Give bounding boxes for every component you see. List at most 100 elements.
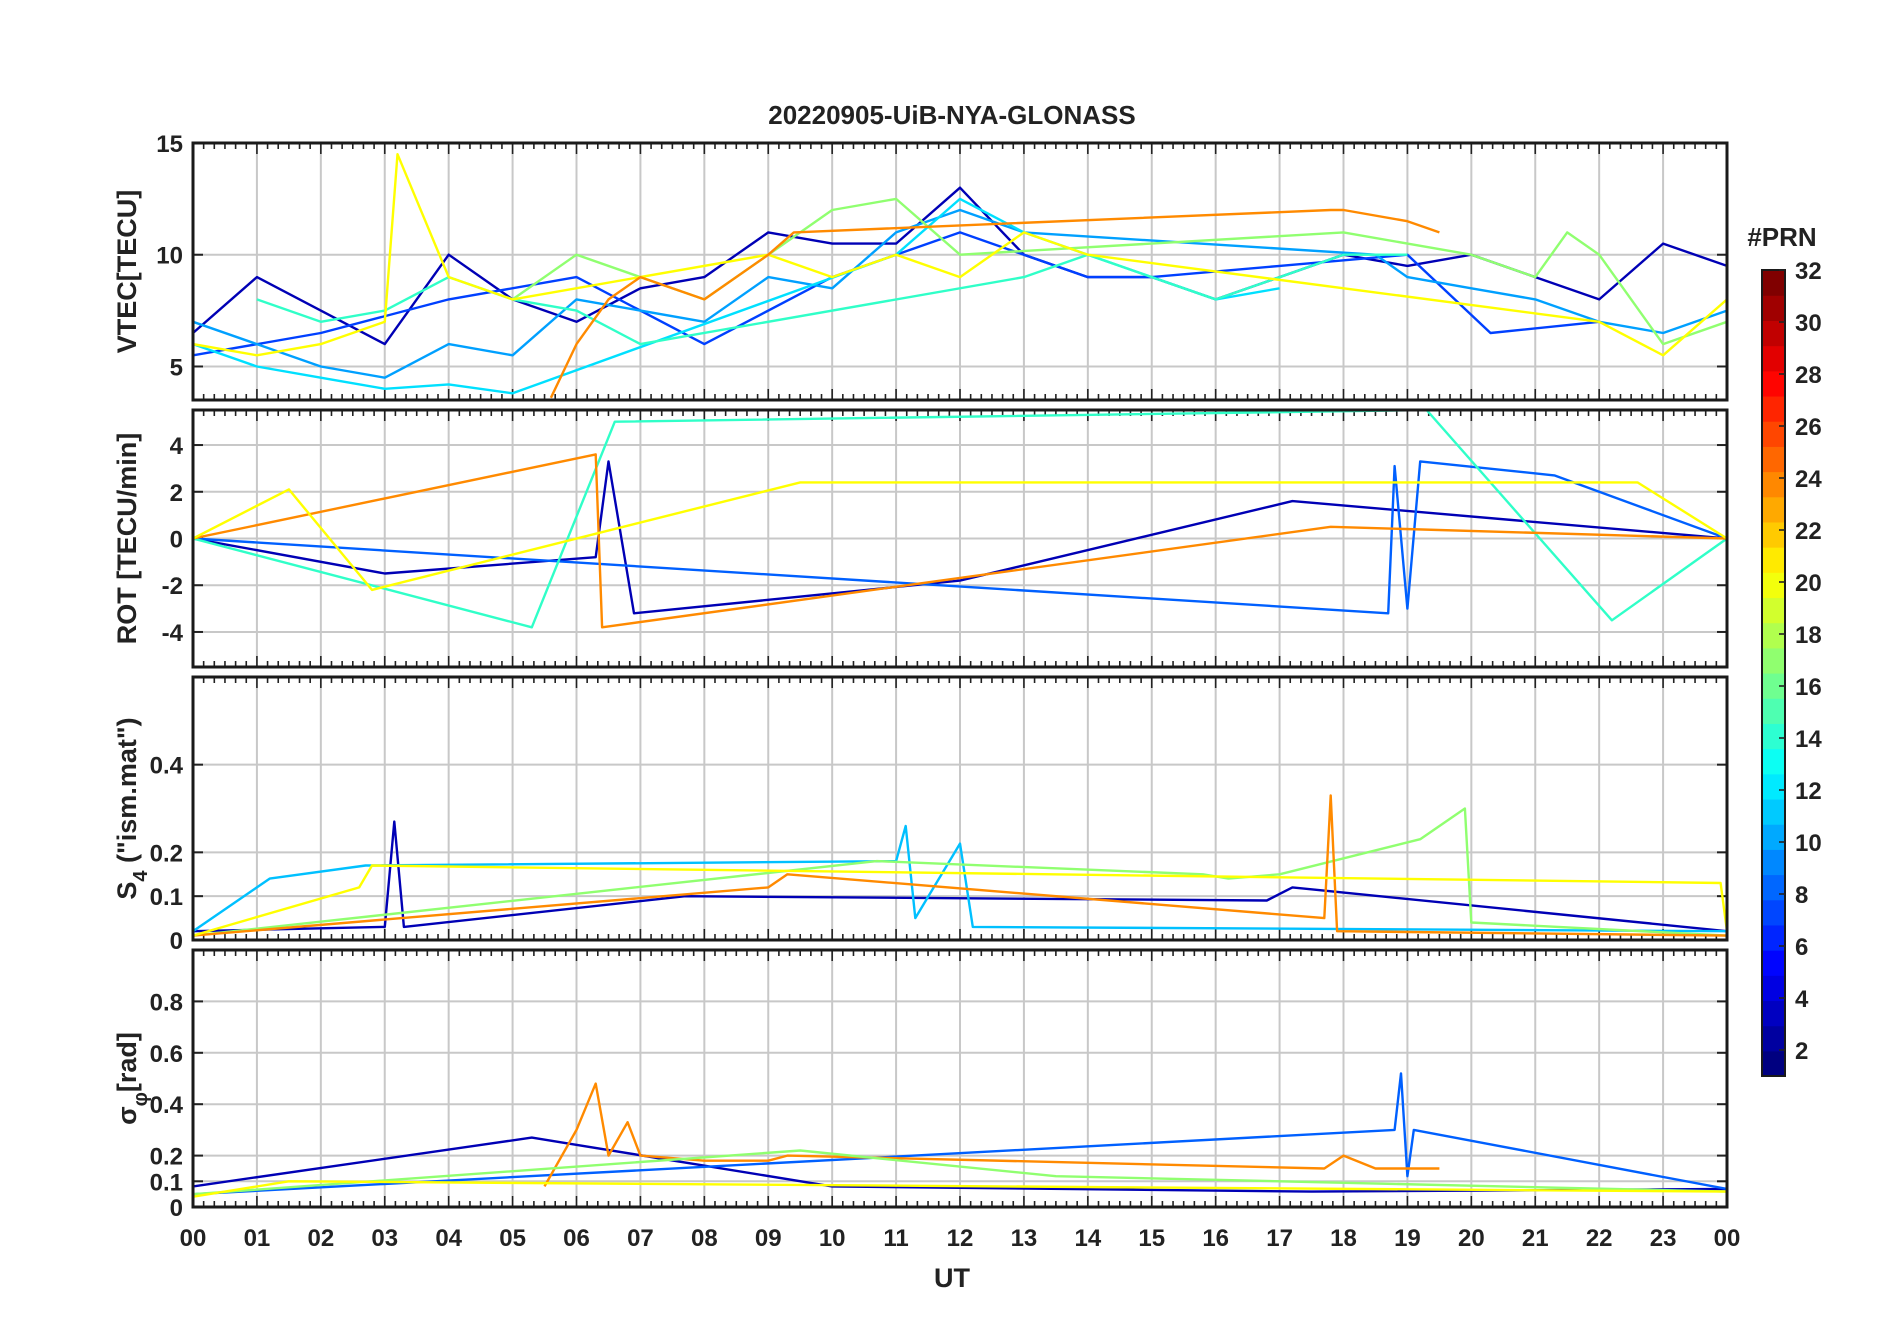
x-tick-label: 00: [180, 1225, 207, 1252]
colorbar-tick-label: 8: [1795, 882, 1808, 909]
y-label-subscript: 4: [130, 870, 152, 882]
x-tick-label: 13: [1011, 1225, 1038, 1252]
panel-frame: [191, 141, 1729, 402]
x-tick-label: 22: [1586, 1225, 1613, 1252]
x-axis-label: UT: [934, 1263, 970, 1293]
y-tick-label: 0: [170, 527, 183, 554]
y-tick-label: 15: [156, 131, 183, 158]
x-tick-label: 00: [1714, 1225, 1741, 1252]
x-tick-label: 09: [755, 1225, 782, 1252]
y-tick-label: 0.4: [150, 753, 184, 780]
y-axis-label: ROT [TECU/min]: [112, 433, 142, 644]
colorbar-cell: [1762, 521, 1785, 548]
panel-frame: [191, 948, 1729, 1209]
x-tick-label: 16: [1202, 1225, 1229, 1252]
x-axis: 00 01 02 03 04 05 06 07 08 09 10 11 12 13 14 15 16 17 18 19…: [180, 1225, 1741, 1252]
series-prn-11: [193, 824, 1727, 933]
colorbar-cell: [1762, 824, 1785, 850]
x-tick-label: 20: [1458, 1225, 1485, 1252]
colorbar-cell: [1762, 395, 1785, 422]
series-prn-8: [193, 460, 1727, 615]
colorbar-tick-label: 28: [1795, 362, 1822, 389]
y-tick-label: 0.4: [150, 1092, 184, 1119]
y-label-tail: ("ism.mat"): [112, 717, 142, 870]
series-prn-2: [193, 460, 1727, 615]
series-prn-23: [193, 453, 1727, 629]
colorbar-cell: [1762, 295, 1785, 321]
colorbar-cell: [1762, 698, 1785, 724]
colorbar-tick-label: 22: [1795, 518, 1822, 545]
colorbar-tick-label: 2: [1795, 1038, 1808, 1065]
colorbar-tick-label: 4: [1795, 986, 1809, 1013]
y-tick-label: 5: [170, 354, 183, 381]
colorbar-tick-label: 12: [1795, 778, 1822, 805]
y-tick-label: 0.1: [150, 1169, 183, 1196]
y-tick-label: 10: [156, 243, 183, 270]
x-tick-label: 04: [435, 1225, 462, 1252]
x-tick-label: 12: [947, 1225, 974, 1252]
y-label-main: σ: [112, 1106, 142, 1124]
colorbar-cell: [1762, 899, 1785, 926]
x-tick-label: 21: [1522, 1225, 1549, 1252]
series-prn-2: [193, 820, 1727, 933]
series-prn-8: [193, 1072, 1727, 1196]
y-axis-label: VTEC[TECU]: [112, 190, 142, 354]
y-tick-label: 0.6: [150, 1041, 183, 1068]
colorbar-cell: [1762, 345, 1785, 372]
y-tick-label: 4: [170, 433, 184, 460]
panel-rot: -4 -2 0 2 4 ROT [TECU/min]: [112, 408, 1729, 669]
chart-title: 20220905-UiB-NYA-GLONASS: [768, 100, 1136, 130]
x-tick-label: 19: [1394, 1225, 1421, 1252]
series-prn-20: [193, 1180, 1727, 1198]
colorbar-frame: [1761, 269, 1786, 1077]
series-prn-15: [193, 410, 1727, 629]
series-group: [193, 1072, 1727, 1198]
series-group: [193, 794, 1727, 937]
colorbar-tick-label: 24: [1795, 466, 1822, 493]
x-tick-label: 05: [499, 1225, 526, 1252]
y-tick-label: -4: [162, 620, 184, 647]
colorbar-title: #PRN: [1747, 222, 1816, 252]
x-tick-label: 10: [819, 1225, 846, 1252]
colorbar-cell: [1762, 748, 1785, 775]
y-tick-label: 2: [170, 480, 183, 507]
series-prn-17: [193, 1149, 1727, 1196]
colorbar-cell: [1762, 798, 1785, 825]
colorbar-cell: [1762, 1000, 1785, 1027]
panel-sigma_phi: 00.10.2 0.4 0.6 0.8 σφ[rad]: [112, 948, 1729, 1222]
colorbar-tick-label: 20: [1795, 570, 1822, 597]
colorbar-tick-label: 26: [1795, 414, 1822, 441]
series-group: [193, 152, 1727, 399]
colorbar-cell: [1762, 421, 1785, 447]
colorbar-cell: [1762, 270, 1785, 296]
colorbar-tick-label: 18: [1795, 622, 1822, 649]
x-tick-label: 03: [371, 1225, 398, 1252]
series-prn-23: [549, 208, 1440, 399]
colorbar-cell: [1762, 547, 1785, 573]
x-tick-label: 07: [627, 1225, 654, 1252]
colorbar-cell: [1762, 723, 1785, 750]
series-prn-10: [193, 208, 1727, 379]
x-tick-label: 15: [1138, 1225, 1165, 1252]
colorbar-cell: [1762, 975, 1785, 1002]
colorbar-tick-label: 14: [1795, 726, 1822, 753]
x-tick-label: 01: [244, 1225, 271, 1252]
colorbar-cell: [1762, 446, 1785, 473]
colorbar-cell: [1762, 849, 1785, 876]
series-prn-20: [193, 864, 1727, 937]
panel-frame: [191, 408, 1729, 669]
x-tick-label: 11: [883, 1225, 908, 1252]
series-prn-23: [543, 1082, 1440, 1187]
colorbar-cell: [1762, 950, 1785, 976]
colorbar-tick-label: 6: [1795, 934, 1808, 961]
colorbar-cell: [1762, 874, 1785, 901]
y-tick-label: 0.8: [150, 989, 183, 1016]
colorbar-tick-label: 16: [1795, 674, 1822, 701]
panel-frame: [191, 675, 1729, 942]
colorbar-tick-label: 30: [1795, 310, 1822, 337]
colorbar-cell: [1762, 924, 1785, 951]
x-tick-label: 08: [691, 1225, 718, 1252]
series-prn-15: [256, 253, 1408, 346]
